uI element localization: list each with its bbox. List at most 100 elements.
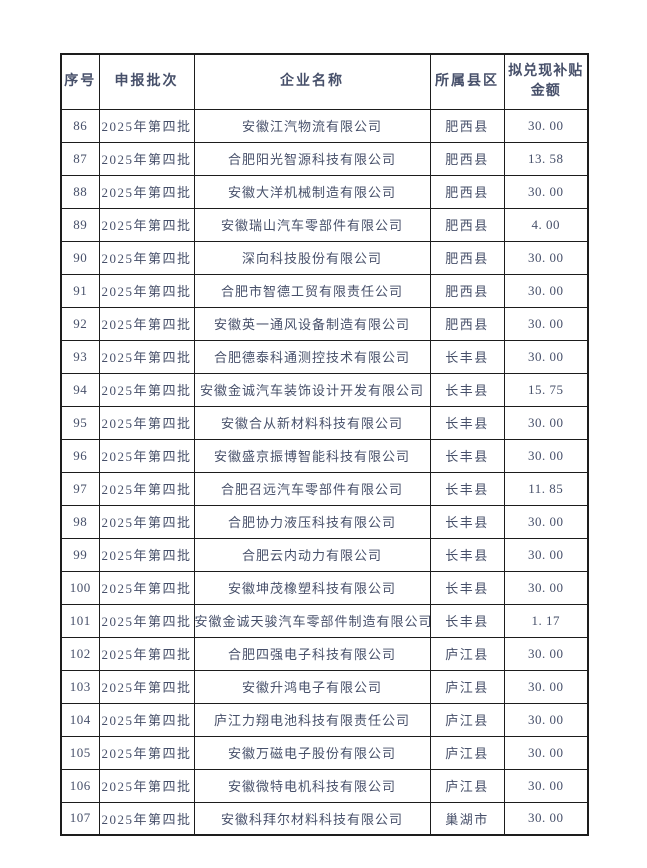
cell-amount: 30. 00 <box>503 504 589 539</box>
cell-company: 安徽盛京振博智能科技有限公司 <box>193 438 431 473</box>
cell-district: 长丰县 <box>429 372 505 407</box>
cell-district: 肥西县 <box>429 306 505 341</box>
cell-company: 合肥协力液压科技有限公司 <box>193 504 431 539</box>
cell-index: 89 <box>60 207 100 242</box>
cell-company: 安徽合从新材料科技有限公司 <box>193 405 431 440</box>
cell-amount: 30. 00 <box>503 669 589 704</box>
cell-amount: 30. 00 <box>503 438 589 473</box>
cell-company: 安徽万磁电子股份有限公司 <box>193 735 431 770</box>
cell-amount: 30. 00 <box>503 339 589 374</box>
table-row: 93 2025年第四批 合肥德泰科通测控技术有限公司 长丰县 30. 00 <box>60 339 589 374</box>
table-row: 96 2025年第四批 安徽盛京振博智能科技有限公司 长丰县 30. 00 <box>60 438 589 473</box>
table-row: 86 2025年第四批 安徽江汽物流有限公司 肥西县 30. 00 <box>60 108 589 143</box>
table-row: 97 2025年第四批 合肥召远汽车零部件有限公司 长丰县 11. 85 <box>60 471 589 506</box>
cell-batch: 2025年第四批 <box>98 471 195 506</box>
cell-amount: 30. 00 <box>503 570 589 605</box>
cell-district: 长丰县 <box>429 537 505 572</box>
cell-batch: 2025年第四批 <box>98 108 195 143</box>
cell-index: 102 <box>60 636 100 671</box>
cell-index: 90 <box>60 240 100 275</box>
cell-index: 92 <box>60 306 100 341</box>
cell-district: 长丰县 <box>429 603 505 638</box>
cell-district: 长丰县 <box>429 471 505 506</box>
cell-index: 106 <box>60 768 100 803</box>
table-header-row: 序号 申报批次 企业名称 所属县区 拟兑现补贴金额 <box>60 53 589 110</box>
table-row: 107 2025年第四批 安徽科拜尔材料科技有限公司 巢湖市 30. 00 <box>60 801 589 836</box>
cell-amount: 30. 00 <box>503 702 589 737</box>
cell-index: 97 <box>60 471 100 506</box>
cell-index: 91 <box>60 273 100 308</box>
cell-district: 肥西县 <box>429 141 505 176</box>
table-body: 86 2025年第四批 安徽江汽物流有限公司 肥西县 30. 00 87 2025年第四批合… <box>60 108 589 836</box>
cell-batch: 2025年第四批 <box>98 339 195 374</box>
cell-batch: 2025年第四批 <box>98 801 195 836</box>
cell-batch: 2025年第四批 <box>98 735 195 770</box>
cell-amount: 11. 85 <box>503 471 589 506</box>
table-row: 98 2025年第四批 合肥协力液压科技有限公司 长丰县 30. 00 <box>60 504 589 539</box>
cell-company: 安徽英一通风设备制造有限公司 <box>193 306 431 341</box>
cell-amount: 4. 00 <box>503 207 589 242</box>
cell-company: 安徽升鸿电子有限公司 <box>193 669 431 704</box>
cell-amount: 30. 00 <box>503 537 589 572</box>
cell-company: 合肥四强电子科技有限公司 <box>193 636 431 671</box>
cell-index: 101 <box>60 603 100 638</box>
cell-batch: 2025年第四批 <box>98 504 195 539</box>
cell-amount: 30. 00 <box>503 273 589 308</box>
cell-company: 合肥云内动力有限公司 <box>193 537 431 572</box>
cell-batch: 2025年第四批 <box>98 438 195 473</box>
cell-batch: 2025年第四批 <box>98 636 195 671</box>
cell-index: 93 <box>60 339 100 374</box>
table-row: 95 2025年第四批 安徽合从新材料科技有限公司 长丰县 30. 00 <box>60 405 589 440</box>
cell-amount: 15. 75 <box>503 372 589 407</box>
cell-batch: 2025年第四批 <box>98 372 195 407</box>
cell-company: 安徽江汽物流有限公司 <box>193 108 431 143</box>
cell-index: 86 <box>60 108 100 143</box>
cell-index: 95 <box>60 405 100 440</box>
header-district: 所属县区 <box>429 53 505 110</box>
table-row: 94 2025年第四批 安徽金诚汽车装饰设计开发有限公司 长丰县 15. 75 <box>60 372 589 407</box>
cell-company: 合肥阳光智源科技有限公司 <box>193 141 431 176</box>
cell-batch: 2025年第四批 <box>98 273 195 308</box>
table-row: 103 2025年第四批 安徽升鸿电子有限公司 庐江县 30. 00 <box>60 669 589 704</box>
header-amount: 拟兑现补贴金额 <box>503 53 589 110</box>
cell-batch: 2025年第四批 <box>98 537 195 572</box>
cell-index: 99 <box>60 537 100 572</box>
cell-amount: 30. 00 <box>503 174 589 209</box>
table-row: 105 2025年第四批 安徽万磁电子股份有限公司 庐江县 30. 00 <box>60 735 589 770</box>
cell-batch: 2025年第四批 <box>98 702 195 737</box>
table-row: 88 2025年第四批 安徽大洋机械制造有限公司 肥西县 30. 00 <box>60 174 589 209</box>
table-row: 89 2025年第四批 安徽瑞山汽车零部件有限公司 肥西县 4. 00 <box>60 207 589 242</box>
cell-amount: 30. 00 <box>503 768 589 803</box>
cell-district: 肥西县 <box>429 207 505 242</box>
cell-index: 88 <box>60 174 100 209</box>
cell-index: 103 <box>60 669 100 704</box>
table-row: 102 2025年第四批 合肥四强电子科技有限公司 庐江县 30. 00 <box>60 636 589 671</box>
cell-index: 87 <box>60 141 100 176</box>
cell-district: 长丰县 <box>429 438 505 473</box>
table-row: 90 2025年第四批 深向科技股份有限公司 肥西县 30. 00 <box>60 240 589 275</box>
table-row: 101 2025年第四批 安徽金诚天骏汽车零部件制造有限公司 长丰县 1. 17 <box>60 603 589 638</box>
cell-batch: 2025年第四批 <box>98 240 195 275</box>
cell-district: 庐江县 <box>429 669 505 704</box>
cell-company: 合肥德泰科通测控技术有限公司 <box>193 339 431 374</box>
cell-index: 107 <box>60 801 100 836</box>
table-row: 91 2025年第四批 合肥市智德工贸有限责任公司 肥西县 30. 00 <box>60 273 589 308</box>
cell-batch: 2025年第四批 <box>98 570 195 605</box>
table-row: 87 2025年第四批 合肥阳光智源科技有限公司 肥西县 13. 58 <box>60 141 589 176</box>
cell-district: 庐江县 <box>429 702 505 737</box>
cell-district: 肥西县 <box>429 174 505 209</box>
cell-amount: 30. 00 <box>503 405 589 440</box>
cell-amount: 30. 00 <box>503 240 589 275</box>
cell-amount: 1. 17 <box>503 603 589 638</box>
cell-amount: 30. 00 <box>503 801 589 836</box>
cell-district: 肥西县 <box>429 108 505 143</box>
cell-company: 安徽金诚天骏汽车零部件制造有限公司 <box>193 603 431 638</box>
header-company: 企业名称 <box>193 53 431 110</box>
header-batch: 申报批次 <box>98 53 195 110</box>
cell-company: 深向科技股份有限公司 <box>193 240 431 275</box>
cell-district: 长丰县 <box>429 339 505 374</box>
cell-district: 庐江县 <box>429 768 505 803</box>
header-index: 序号 <box>60 53 100 110</box>
table-header: 序号 申报批次 企业名称 所属县区 拟兑现补贴金额 <box>60 53 589 110</box>
